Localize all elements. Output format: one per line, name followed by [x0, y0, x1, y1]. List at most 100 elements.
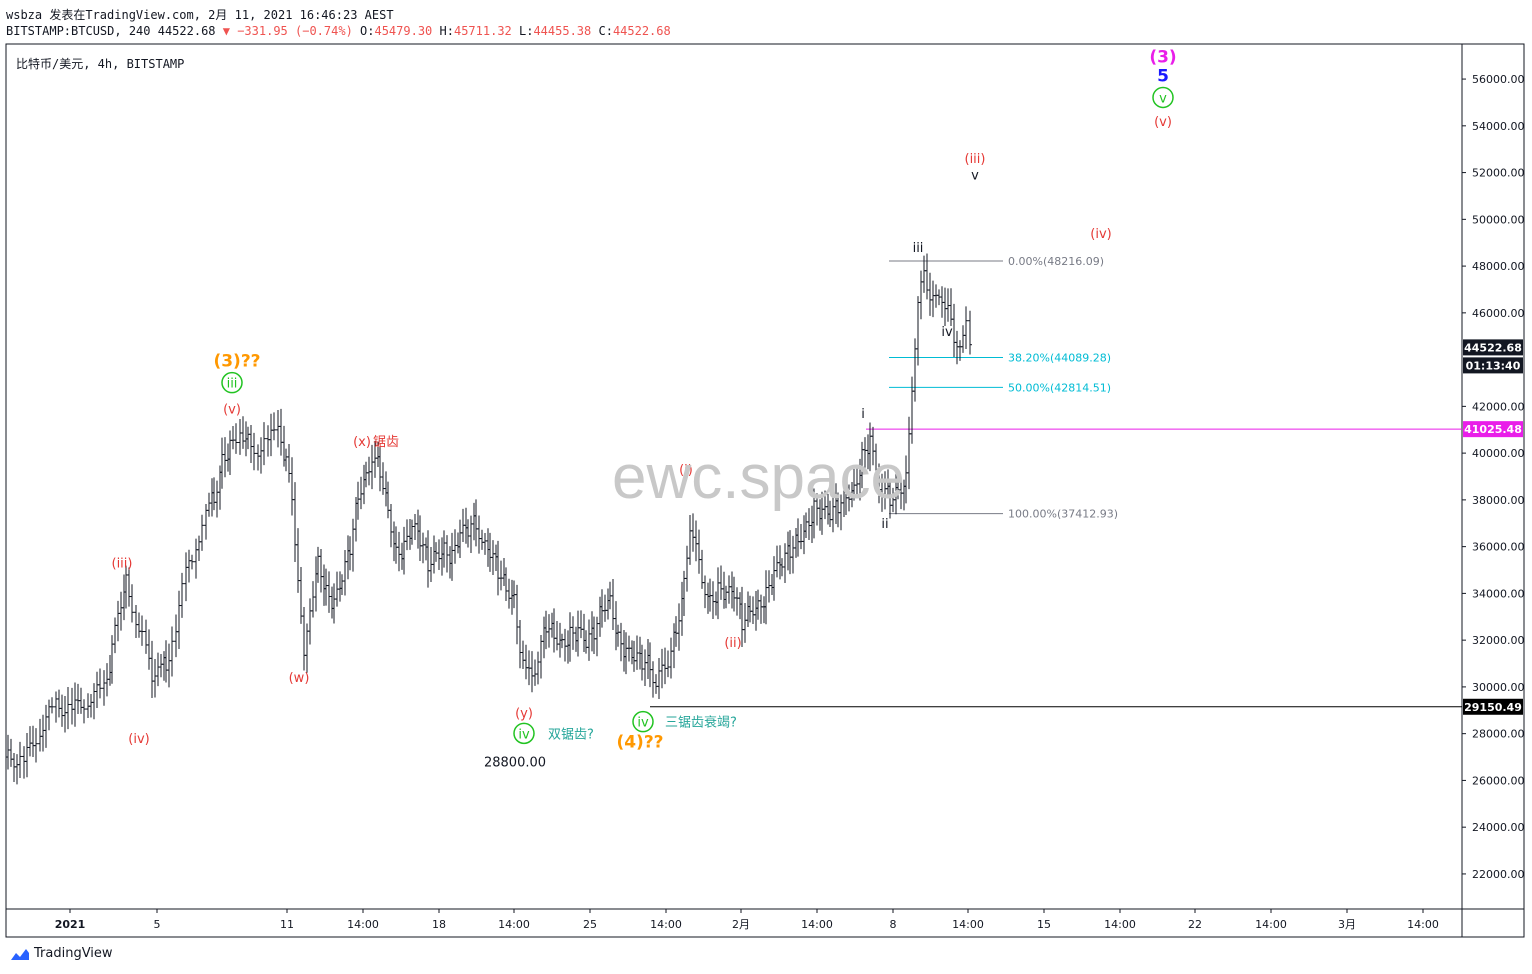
ohlc-bar — [630, 640, 634, 665]
price-tag-label: 44522.68 — [1464, 341, 1522, 354]
x-tick-label: 2月 — [732, 918, 750, 931]
y-tick-label: 36000.00 — [1472, 541, 1525, 554]
ohlc-bar — [576, 610, 580, 657]
ohlc-bar — [95, 671, 99, 708]
ohlc-bar — [378, 445, 382, 492]
ohlc-bar — [524, 644, 528, 680]
wave-annotations: (3)5v(v)(iii)v(iv)iiiiviii(3)??iii(v)(x)… — [112, 48, 1177, 771]
ohlc-bar — [276, 410, 280, 448]
ohlc-bar — [458, 519, 462, 558]
ohlc-bar — [190, 554, 194, 570]
ohlc-bar — [6, 734, 10, 770]
y-tick-label: 46000.00 — [1472, 307, 1525, 320]
ohlc-bar — [504, 567, 508, 601]
ohlc-bar — [386, 481, 390, 519]
y-tick-label: 50000.00 — [1472, 213, 1525, 226]
ohlc-o-label: O: — [360, 24, 375, 38]
price-tag-label: 01:13:40 — [1466, 359, 1521, 372]
ohlc-bar — [711, 581, 715, 620]
ohlc-bar — [544, 610, 548, 650]
ohlc-bar — [346, 535, 350, 580]
ohlc-bar — [116, 600, 120, 642]
price-tag-label: 41025.48 — [1464, 423, 1522, 436]
ohlc-bar — [598, 596, 602, 637]
ohlc-bar — [804, 512, 808, 538]
ohlc-bar — [434, 542, 438, 562]
ohlc-bar — [584, 630, 588, 654]
ohlc-bar — [424, 537, 428, 561]
ohlc-bar — [269, 413, 273, 457]
price-axis[interactable]: 56000.00 54000.00 52000.00 50000.00 48000.00… — [1462, 73, 1525, 881]
ohlc-bar — [60, 694, 64, 727]
wave-label: v — [971, 169, 979, 184]
ohlc-bar — [643, 649, 647, 686]
ohlc-bar — [579, 610, 583, 639]
ohlc-bar — [566, 630, 570, 664]
ohlc-bar — [775, 545, 779, 578]
ohlc-bar — [738, 592, 742, 620]
watermark: ewc.space — [612, 443, 905, 512]
x-tick-label: 14:00 — [1255, 918, 1287, 931]
wave-label: (iv) — [128, 732, 149, 747]
ohlc-bar — [483, 532, 487, 555]
ohlc-bar — [450, 532, 454, 581]
ohlc-bar — [153, 659, 157, 698]
ohlc-bar — [794, 527, 798, 558]
ohlc-bar — [63, 695, 67, 733]
ohlc-bar — [456, 532, 460, 554]
x-tick-label: 3月 — [1338, 918, 1356, 931]
ohlc-bar — [568, 612, 572, 662]
ohlc-bar — [144, 619, 148, 654]
ohlc-bar — [156, 652, 160, 687]
wave-label: iv — [637, 716, 649, 731]
ohlc-bar — [119, 591, 123, 631]
ohlc-bar — [799, 523, 803, 550]
ohlc-bar — [762, 596, 766, 624]
ohlc-bar — [703, 575, 707, 609]
time-axis[interactable]: 2021 5 11 14:00 18 14:00 25 14:00 2月 14:00 8 14:00 1… — [55, 909, 1439, 931]
ohlc-bar — [351, 518, 355, 572]
ohlc-bar — [611, 579, 615, 631]
tradingview-logo[interactable]: TradingView — [8, 946, 113, 961]
ohlc-bar — [359, 476, 363, 510]
ohlc-bar — [207, 492, 211, 517]
ohlc-bar — [47, 699, 51, 731]
ohlc-bar — [913, 338, 917, 402]
y-tick-label: 52000.00 — [1472, 167, 1525, 180]
ohlc-bar — [316, 546, 320, 583]
symbol-quote-line: BITSTAMP:BTCUSD, 240 44522.68 ▼ −331.95 … — [6, 24, 671, 38]
fib-level-label: 38.20%(44089.28) — [1008, 352, 1111, 365]
ohlc-bar — [663, 647, 667, 685]
ohlc-bar — [464, 507, 468, 544]
x-tick-label: 14:00 — [650, 918, 682, 931]
ohlc-bar — [241, 416, 245, 449]
ohlc-bar — [682, 570, 686, 616]
price-tags: 44522.68 01:13:40 41025.48 29150.49 — [1463, 339, 1523, 715]
ohlc-bar — [284, 448, 288, 472]
ohlc-bar — [964, 306, 968, 350]
ohlc-bar — [510, 579, 514, 615]
wave-label: (iv) — [1090, 227, 1111, 242]
ohlc-bar — [405, 519, 409, 551]
ohlc-bar — [164, 640, 168, 683]
ohlc-h-label: H: — [439, 24, 454, 38]
ohlc-bar — [293, 482, 297, 563]
ohlc-bar — [279, 408, 283, 456]
symbol-quote: BITSTAMP:BTCUSD, 240 44522.68 — [6, 24, 216, 38]
ohlc-bar — [82, 699, 86, 724]
ohlc-bar — [697, 529, 701, 574]
ohlc-bar — [480, 529, 484, 550]
ohlc-bar — [719, 565, 723, 600]
ohlc-bar — [783, 543, 787, 583]
y-tick-label: 48000.00 — [1472, 260, 1525, 273]
ohlc-bar — [494, 544, 498, 571]
ohlc-bar — [955, 330, 959, 365]
ohlc-bar — [474, 499, 478, 547]
ohlc-bar — [324, 568, 328, 606]
ohlc-bar — [381, 462, 385, 495]
ohlc-bar — [327, 571, 331, 613]
ohlc-bar — [552, 608, 556, 653]
ohlc-bar — [496, 540, 500, 596]
ohlc-bar — [50, 697, 54, 714]
